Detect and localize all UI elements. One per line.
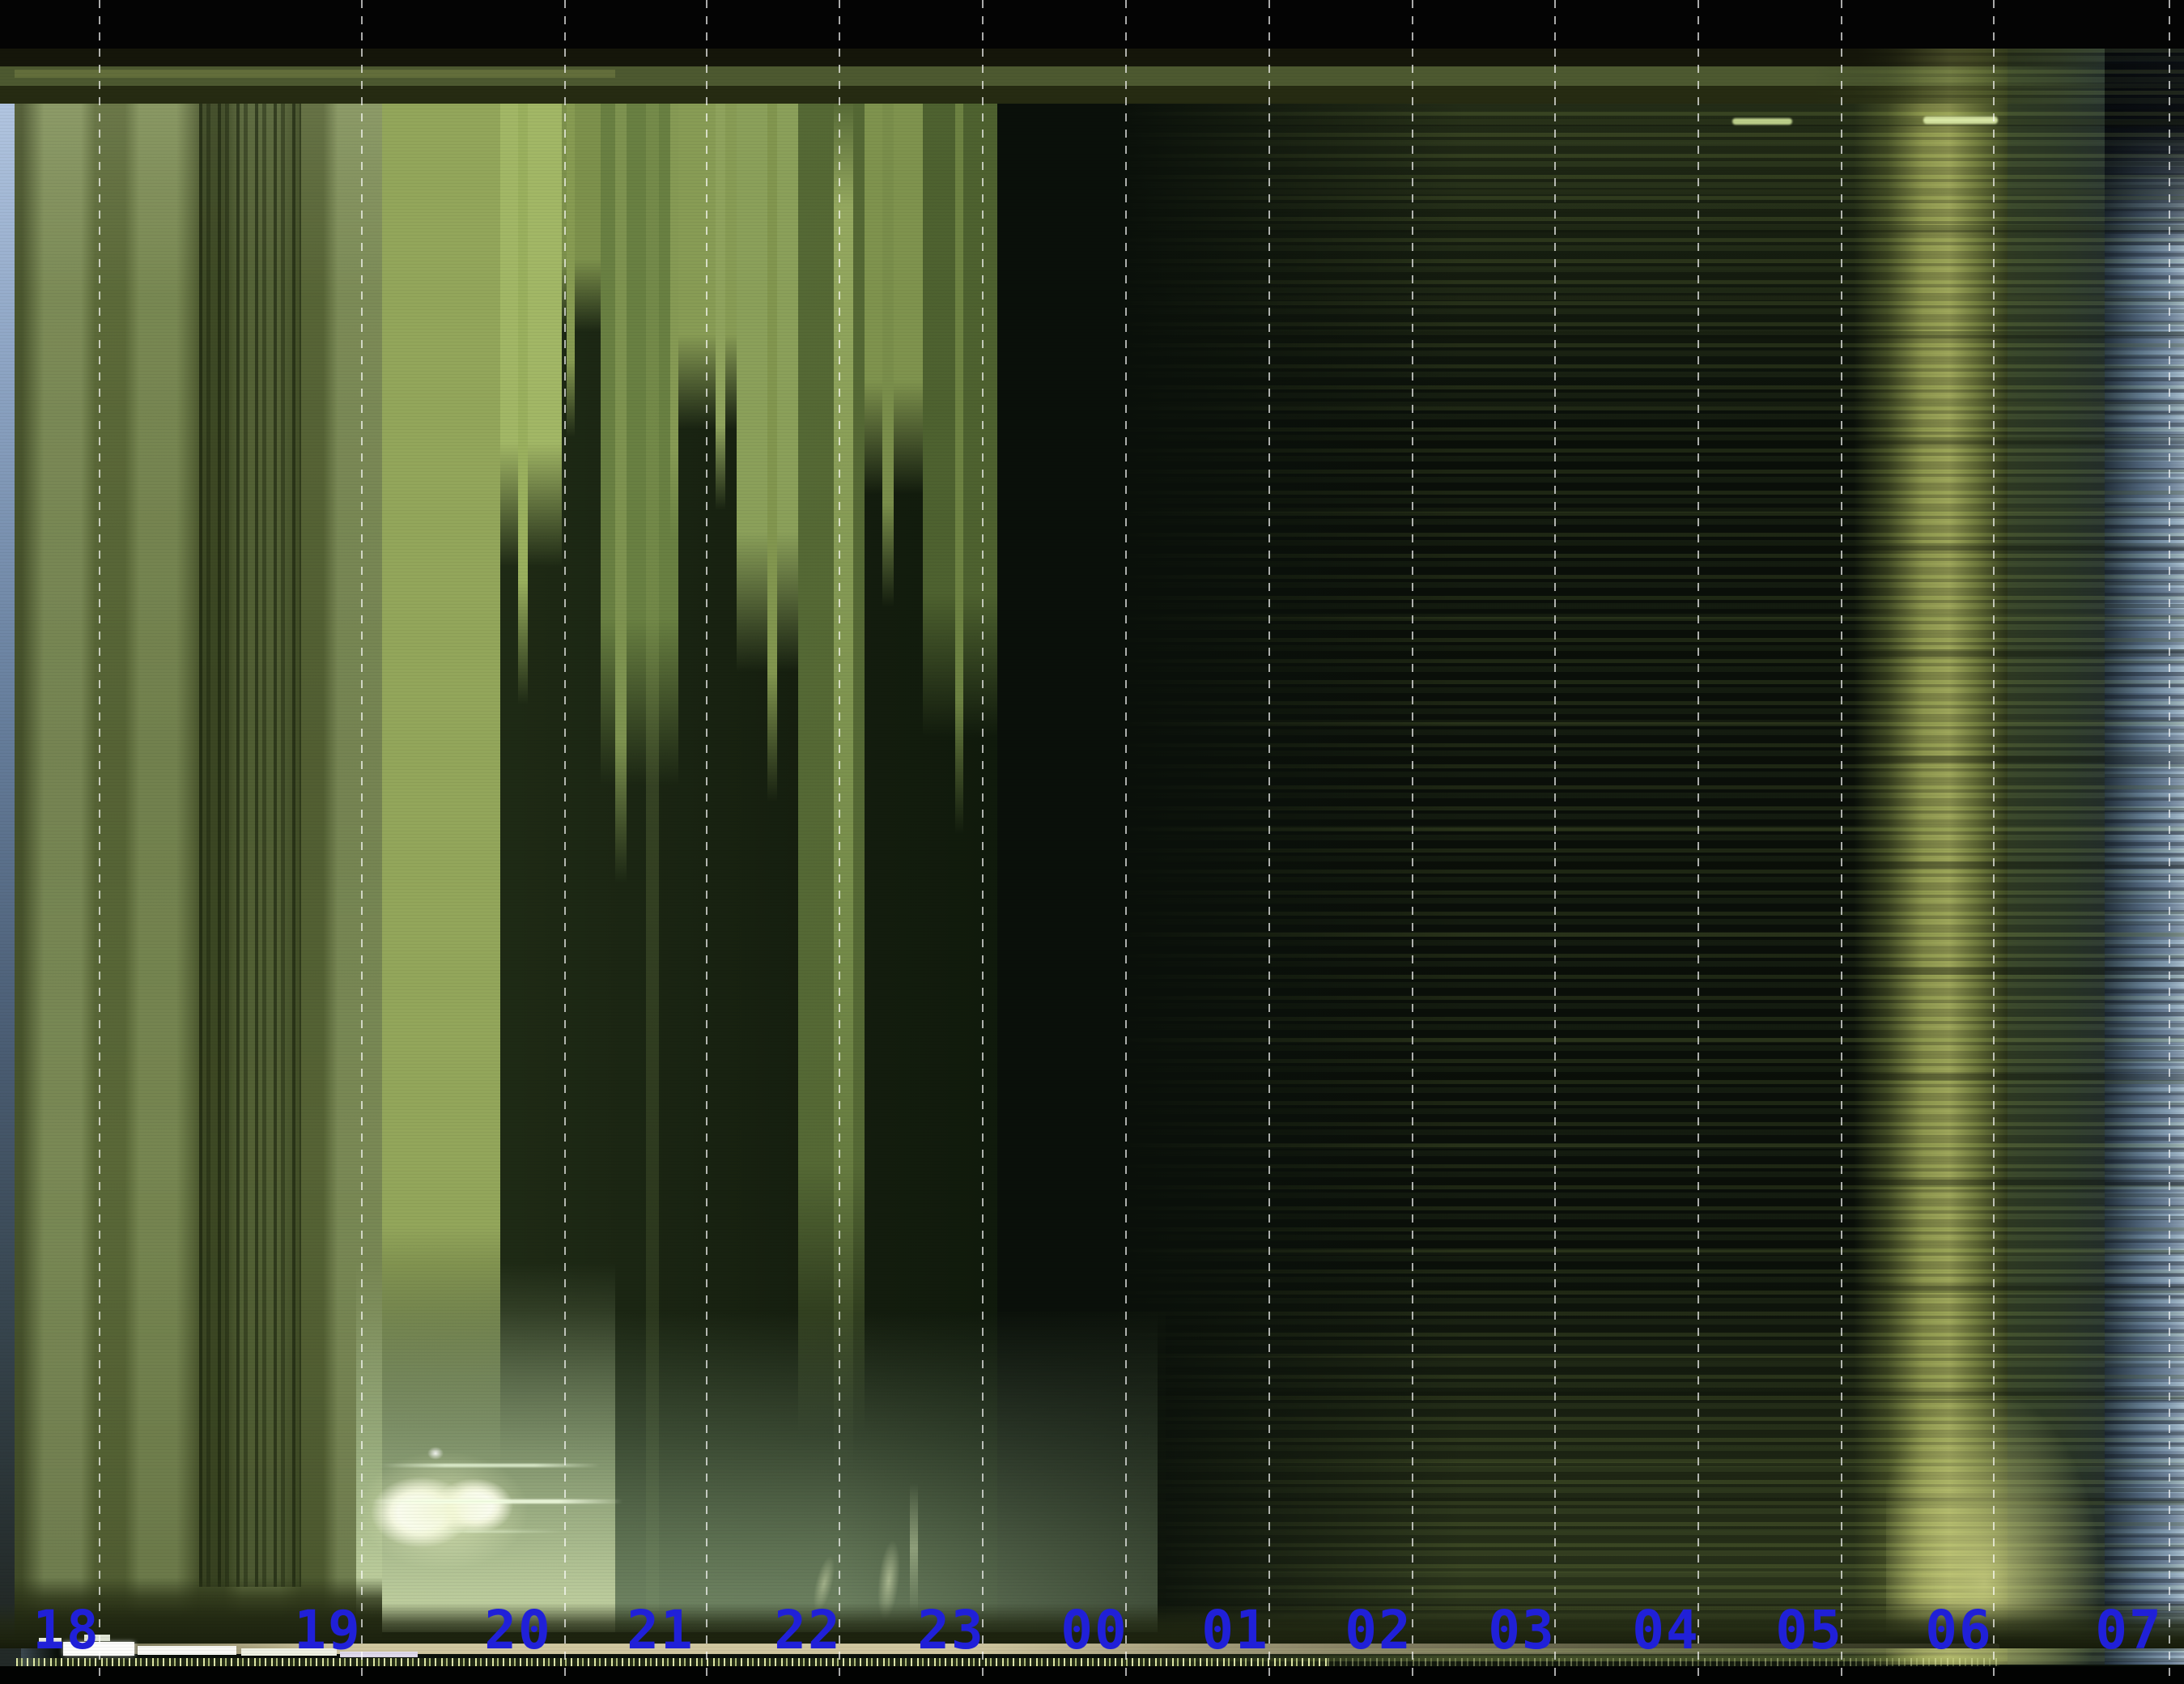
- hour-label-02: 02: [1345, 1599, 1413, 1661]
- sparkle-ground-line-faint: [1328, 1658, 1999, 1668]
- horizon-dark-band: [0, 1603, 2184, 1648]
- hour-gridline-06: [1993, 0, 1995, 1684]
- hour-label-19: 19: [294, 1599, 362, 1661]
- glint: [1732, 118, 1792, 125]
- hour-gridline-07: [2169, 0, 2170, 1684]
- hour-label-06: 06: [1925, 1599, 1993, 1661]
- hour-label-01: 01: [1201, 1599, 1269, 1661]
- top-black-bar: [0, 0, 2184, 49]
- overexposed-block: [39, 1638, 62, 1644]
- hour-label-23: 23: [917, 1599, 985, 1661]
- hour-label-07: 07: [2095, 1599, 2163, 1661]
- top-olive-band: [0, 66, 2184, 86]
- scanline-texture: [0, 47, 2184, 1666]
- hour-label-21: 21: [627, 1599, 695, 1661]
- overexposed-block: [138, 1646, 236, 1655]
- moon-flare-line: [368, 1499, 623, 1503]
- overexposed-block: [84, 1635, 110, 1641]
- hour-gridline-04: [1697, 0, 1699, 1684]
- hour-gridline-18: [99, 0, 100, 1684]
- hour-label-00: 00: [1060, 1599, 1128, 1661]
- moon-flare-line: [405, 1530, 567, 1533]
- hour-label-03: 03: [1488, 1599, 1556, 1661]
- hour-label-22: 22: [774, 1599, 842, 1661]
- top-dark-line: [0, 86, 2184, 104]
- top-brown-strip: [0, 49, 2184, 66]
- hour-label-20: 20: [484, 1599, 552, 1661]
- overexposed-block: [241, 1648, 337, 1656]
- hour-gridline-19: [361, 0, 363, 1684]
- hour-gridline-23: [982, 0, 984, 1684]
- hour-label-18: 18: [32, 1599, 100, 1661]
- bottom-black-bar: [0, 1666, 2184, 1684]
- hour-gridline-21: [706, 0, 707, 1684]
- hour-gridline-22: [839, 0, 840, 1684]
- hour-gridline-20: [564, 0, 566, 1684]
- hour-gridline-00: [1125, 0, 1127, 1684]
- top-olive-band-bright-left: [15, 70, 615, 78]
- hour-gridline-03: [1554, 0, 1556, 1684]
- hour-label-05: 05: [1775, 1599, 1843, 1661]
- overexposed-block-violet: [340, 1652, 418, 1657]
- hour-label-04: 04: [1632, 1599, 1700, 1661]
- tan-horizon-line: [121, 1644, 1999, 1654]
- hour-gridline-01: [1268, 0, 1270, 1684]
- moon-flare-line: [379, 1464, 601, 1467]
- sparkle-ground-line: [16, 1658, 1328, 1668]
- horizon-wisp: [910, 1483, 918, 1613]
- hour-gridline-05: [1841, 0, 1842, 1684]
- hour-gridline-02: [1412, 0, 1413, 1684]
- glint: [1923, 117, 1998, 124]
